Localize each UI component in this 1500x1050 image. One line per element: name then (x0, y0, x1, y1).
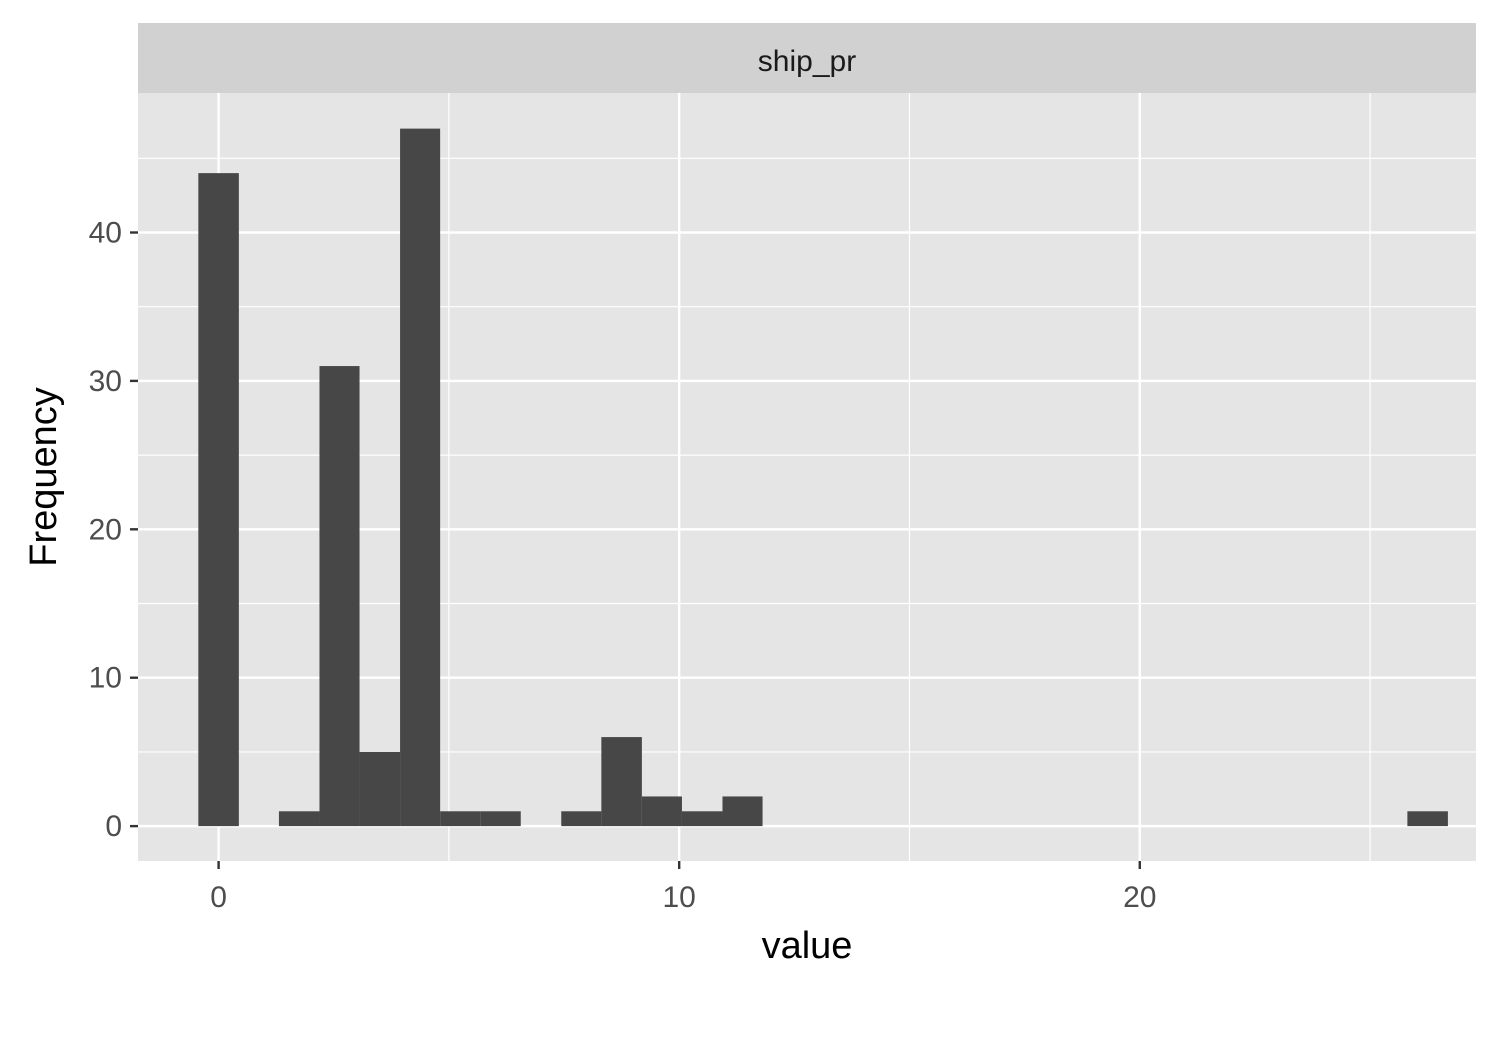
histogram-bar (561, 811, 602, 827)
facet-label: ship_pr (758, 45, 856, 78)
histogram-bar (1407, 811, 1448, 827)
y-tick-label: 30 (89, 365, 122, 398)
minor-grid (138, 93, 1476, 861)
histogram-bar (198, 173, 239, 827)
plot-panel (138, 93, 1476, 861)
y-tick-label: 40 (89, 217, 122, 250)
histogram-bar (400, 128, 441, 827)
y-tick-label: 20 (89, 513, 122, 546)
histogram-bar (601, 737, 642, 827)
histogram-bar (440, 811, 481, 827)
y-tick-label: 10 (89, 662, 122, 695)
histogram-bar (681, 811, 723, 827)
histogram-bar (722, 796, 763, 827)
histogram-bars (198, 128, 1448, 827)
x-tick-label: 0 (210, 881, 227, 914)
histogram-bar (319, 366, 360, 827)
histogram-bar (641, 796, 682, 827)
y-axis: 0 10 20 30 40 (89, 217, 138, 843)
x-tick-label: 20 (1123, 881, 1156, 914)
x-axis-title: value (762, 925, 853, 967)
x-axis: 0 10 20 (210, 861, 1156, 914)
histogram-bar (359, 751, 401, 827)
y-tick-label: 0 (105, 810, 122, 843)
strip-background (138, 23, 1476, 93)
histogram-bar (480, 811, 521, 827)
histogram-bar (278, 811, 320, 827)
y-axis-title: Frequency (23, 387, 65, 567)
x-tick-label: 10 (663, 881, 696, 914)
